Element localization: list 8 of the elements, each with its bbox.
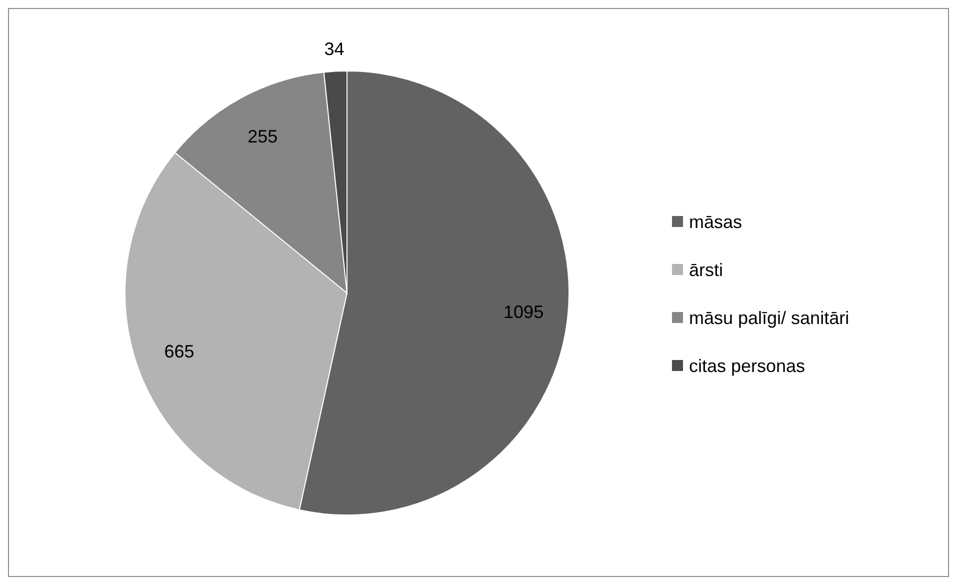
data-label: 255: [248, 126, 278, 147]
data-label: 34: [324, 39, 344, 60]
legend-label: citas personas: [689, 356, 806, 376]
data-label: 665: [164, 341, 194, 362]
legend-label: ārsti: [689, 260, 724, 280]
legend-label: māsas: [689, 212, 742, 232]
legend-label: māsu palīgi/ sanitāri: [689, 308, 850, 328]
data-label: 1095: [504, 302, 544, 322]
